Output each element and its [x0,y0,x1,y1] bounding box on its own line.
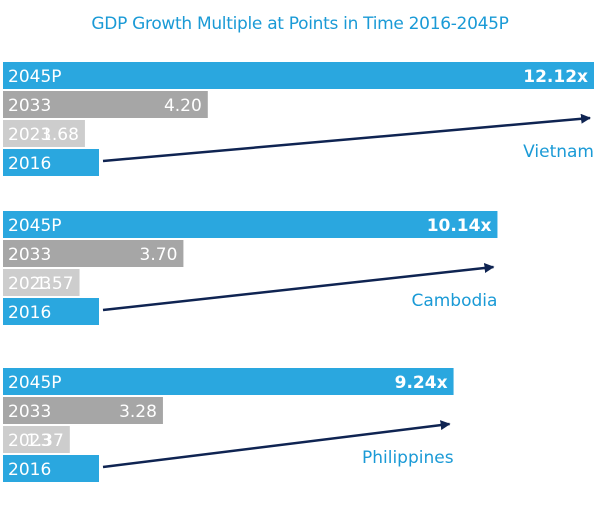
value-label-philippines-2045p: 9.24x [395,373,448,393]
bar-vietnam-2023 [3,120,85,147]
bar-philippines-2045p [3,368,454,395]
category-label-vietnam-2045p: 2045P [8,67,62,87]
country-label-philippines: Philippines [362,448,454,468]
value-label-vietnam-2045p: 12.12x [523,67,588,87]
category-label-cambodia-2045p: 2045P [8,216,62,236]
bar-philippines-2016 [3,455,99,482]
value-label-vietnam-2023: 1.68 [41,125,79,145]
chart-title: GDP Growth Multiple at Points in Time 20… [91,14,509,34]
category-label-philippines-2023: 2023 [8,431,51,451]
value-label-cambodia-2033: 3.70 [140,245,178,265]
growth-arrow-cambodia [102,263,495,312]
value-label-philippines-2023: 1.37 [26,431,64,451]
bar-philippines-2033 [3,397,163,424]
category-label-philippines-2045p: 2045P [8,373,62,393]
bar-cambodia-2023 [3,269,80,296]
bar-cambodia-2033 [3,240,184,267]
country-label-cambodia: Cambodia [411,291,497,311]
value-label-philippines-2033: 3.28 [119,402,157,422]
country-label-vietnam: Vietnam [523,142,594,162]
bar-philippines-2023 [3,426,70,453]
category-label-philippines-2033: 2033 [8,402,51,422]
category-label-vietnam-2023: 2023 [8,125,51,145]
bar-vietnam-2045p [3,62,594,89]
category-label-cambodia-2016: 2016 [8,303,51,323]
bar-cambodia-2045p [3,211,498,238]
bar-cambodia-2016 [3,298,99,325]
growth-arrow-philippines [102,420,451,469]
value-label-cambodia-2023: 1.57 [36,274,74,294]
category-label-cambodia-2023: 2023 [8,274,51,294]
category-label-cambodia-2033: 2033 [8,245,51,265]
bar-vietnam-2016 [3,149,99,176]
category-label-philippines-2016: 2016 [8,460,51,480]
category-label-vietnam-2033: 2033 [8,96,51,116]
category-label-vietnam-2016: 2016 [8,154,51,174]
value-label-vietnam-2033: 4.20 [164,96,202,116]
value-label-cambodia-2045p: 10.14x [427,216,492,236]
bar-vietnam-2033 [3,91,208,118]
growth-arrow-vietnam [102,113,591,163]
